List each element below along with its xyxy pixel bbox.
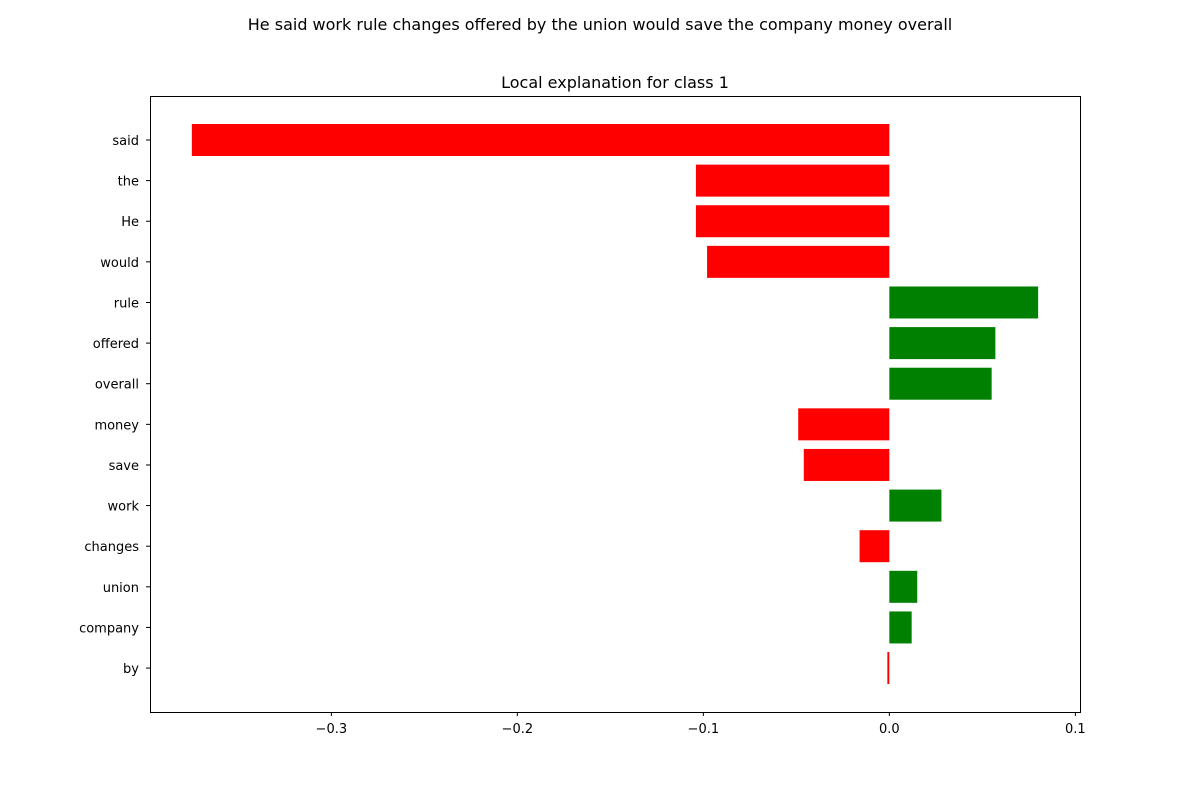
bar-company <box>889 611 912 644</box>
chart-title: Local explanation for class 1 <box>501 73 729 92</box>
y-tick-label: by <box>123 662 139 677</box>
bar-overall <box>889 367 992 400</box>
y-tick-label: union <box>103 581 139 596</box>
y-tick-label: changes <box>84 540 139 555</box>
x-tick-label: 0.0 <box>879 722 900 737</box>
y-tick-label: rule <box>114 296 139 311</box>
y-tick-label: work <box>108 500 140 515</box>
x-axis: −0.3 −0.2 −0.1 0.0 0.1 <box>316 712 1086 737</box>
bar-union <box>889 570 918 603</box>
bar-work <box>889 489 942 522</box>
plot-frame <box>150 96 1081 713</box>
y-tick-label: save <box>109 459 139 474</box>
x-tick-label: −0.2 <box>502 722 534 737</box>
y-tick-label: the <box>118 175 139 190</box>
bar-offered <box>889 327 996 360</box>
x-tick-label: −0.3 <box>316 722 348 737</box>
bar-changes <box>859 530 890 563</box>
bar-would <box>707 245 890 278</box>
x-tick-label: −0.1 <box>688 722 720 737</box>
y-tick-label: offered <box>93 337 139 352</box>
bar-money <box>798 408 890 441</box>
bar-he <box>695 205 890 238</box>
y-tick-label: He <box>121 215 139 230</box>
bar-rule <box>889 286 1039 319</box>
x-tick-label: 0.1 <box>1065 722 1086 737</box>
y-tick-label: overall <box>95 378 139 393</box>
y-tick-label: money <box>94 418 139 433</box>
bar-the <box>695 164 890 197</box>
bar-by <box>887 652 890 685</box>
bars-layer <box>191 124 1039 685</box>
bar-said <box>191 124 890 156</box>
y-axis: said the He would rule offered overall money sav… <box>79 134 150 677</box>
bar-save <box>803 448 890 481</box>
y-tick-label: company <box>79 621 139 636</box>
y-tick-label: said <box>112 134 139 149</box>
figure-suptitle: He said work rule changes offered by the… <box>248 15 952 34</box>
y-tick-label: would <box>100 256 139 271</box>
